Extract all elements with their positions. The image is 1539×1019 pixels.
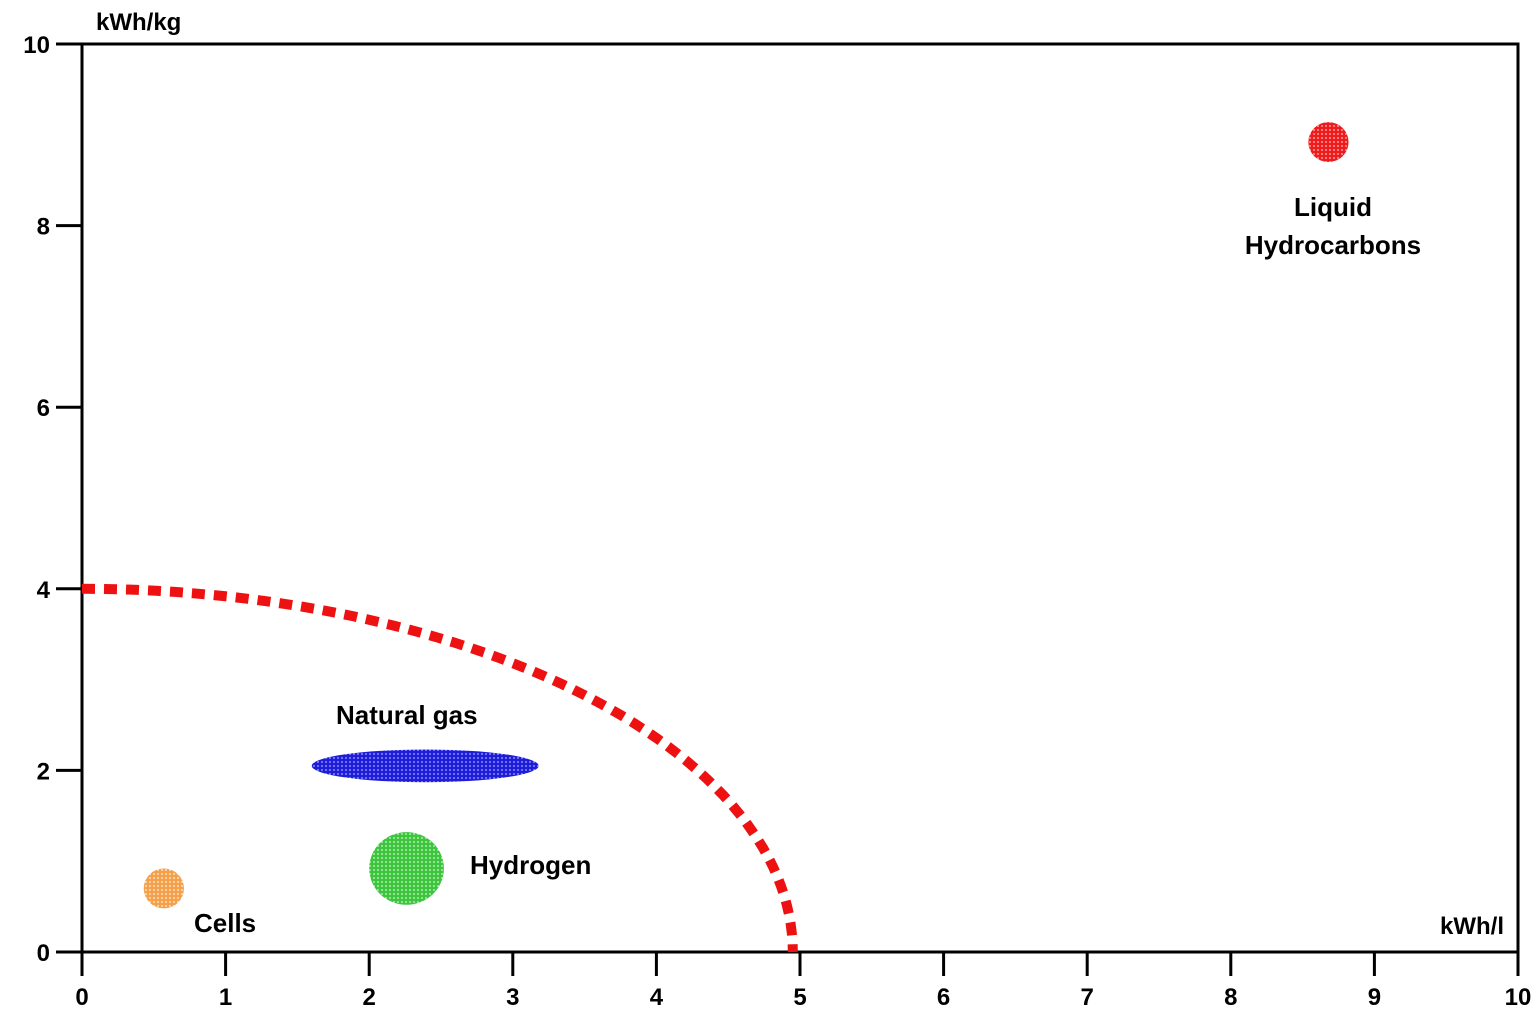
x-tick-label: 8: [1224, 984, 1237, 1011]
x-tick-label: 10: [1505, 984, 1532, 1011]
region-cells: [143, 868, 184, 909]
region-hydrogen: [369, 832, 444, 905]
x-tick-label: 0: [75, 984, 88, 1011]
y-axis-label: kWh/kg: [96, 9, 181, 36]
hydrogen-label: Hydrogen: [470, 850, 591, 880]
natural-gas-label: Natural gas: [336, 700, 478, 730]
plot-frame: [80, 42, 1520, 954]
x-axis-label: kWh/l: [1440, 913, 1504, 940]
y-tick-label: 2: [37, 758, 50, 785]
cells-label: Cells: [194, 908, 256, 938]
regions: [143, 122, 1349, 909]
region-natural-gas: [311, 749, 539, 783]
region-liquid-hydrocarbons: [1308, 122, 1349, 163]
x-tick-label: 2: [363, 984, 376, 1011]
y-tick-label: 0: [37, 940, 50, 967]
y-tick-label: 6: [37, 395, 50, 422]
x-tick-label: 1: [219, 984, 232, 1011]
x-tick-label: 3: [506, 984, 519, 1011]
y-tick-label: 4: [37, 577, 51, 604]
y-tick-label: 8: [37, 214, 50, 241]
x-tick-label: 5: [793, 984, 806, 1011]
y-axis-ticks: 0 2 4 6 8 10: [23, 32, 82, 967]
liquid-hydrocarbons-label-line1: Liquid: [1294, 192, 1372, 222]
liquid-hydrocarbons-label-line2: Hydrocarbons: [1245, 230, 1421, 260]
x-tick-label: 4: [650, 984, 664, 1011]
y-tick-label: 10: [23, 32, 50, 59]
x-tick-label: 6: [937, 984, 950, 1011]
x-axis-ticks: 0 1 2 3 4 5 6 7 8 9 10: [75, 952, 1531, 1011]
boundary-curve: [81, 583, 798, 953]
x-tick-label: 7: [1081, 984, 1094, 1011]
x-tick-label: 9: [1368, 984, 1381, 1011]
